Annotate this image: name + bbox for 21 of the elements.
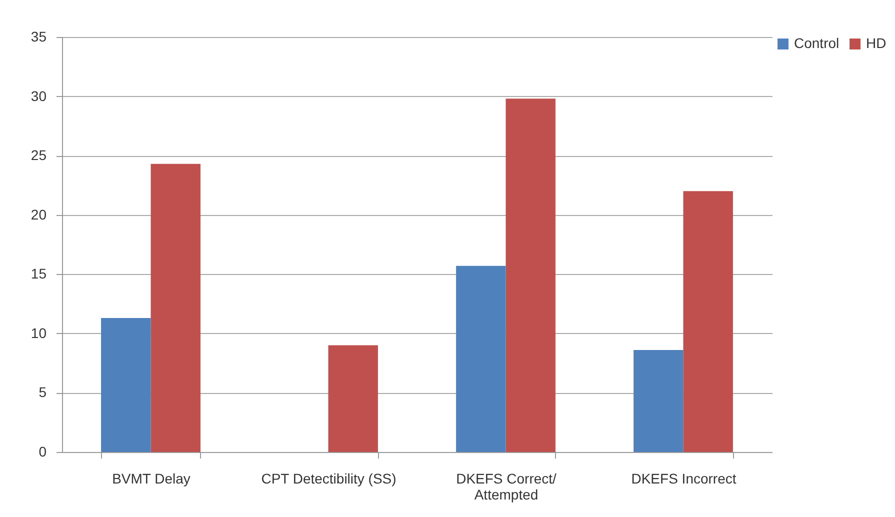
y-tick-label: 25: [30, 147, 47, 164]
bar: [683, 191, 733, 452]
x-tick-label: CPT Detectibility (SS): [261, 470, 396, 486]
y-tick-label: 15: [30, 266, 47, 282]
y-tick-label: 5: [38, 384, 47, 400]
bar: [328, 345, 378, 452]
y-tick-label: 20: [30, 206, 47, 222]
x-tick-label: BVMT Delay: [112, 470, 190, 486]
y-tick-label: 0: [38, 444, 47, 460]
bar: [150, 164, 200, 452]
bar: [101, 318, 151, 452]
y-tick-label: 10: [30, 324, 47, 341]
bar: [634, 350, 684, 452]
legend-label: Control: [794, 35, 840, 51]
x-tick-label: DKEFS Correct/ Attempted: [456, 470, 557, 502]
x-tick-label: DKEFS Incorrect: [631, 470, 736, 486]
y-tick-label: 35: [30, 28, 47, 44]
legend-label: HD: [866, 35, 886, 51]
y-tick-label: 30: [30, 88, 47, 104]
bar: [456, 266, 506, 452]
bar: [506, 98, 556, 452]
